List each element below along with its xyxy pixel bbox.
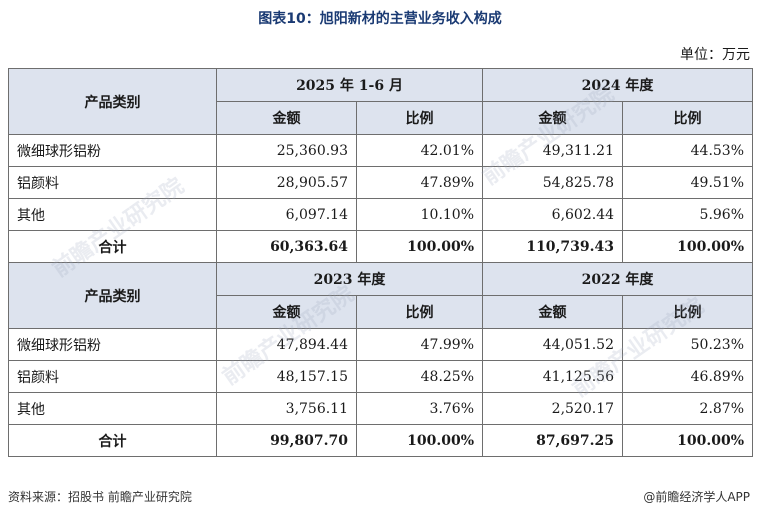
section-1-period-row: 产品类别 2025 年 1-6 月 2024 年度 xyxy=(8,68,754,135)
category-cell: 微细球形铝粉 xyxy=(8,134,217,167)
ratio-cell: 47.99% xyxy=(355,328,484,361)
revenue-table: 产品类别 2025 年 1-6 月 2024 年度 金额 比例 金额 比例 微细… xyxy=(8,68,754,457)
category-header: 产品类别 xyxy=(8,262,217,329)
ratio-cell: 100.00% xyxy=(355,424,484,457)
ratio-cell: 48.25% xyxy=(355,360,484,393)
period-header: 2024 年度 xyxy=(482,68,754,102)
section-2-period-row: 产品类别 2023 年度 2022 年度 xyxy=(8,262,754,329)
amount-cell: 49,311.21 xyxy=(482,134,624,167)
amount-cell: 28,905.57 xyxy=(216,166,357,199)
table-row: 其他 6,097.14 10.10% 6,602.44 5.96% xyxy=(8,198,754,231)
total-label: 合计 xyxy=(8,230,217,263)
ratio-header: 比例 xyxy=(355,295,484,329)
ratio-cell: 49.51% xyxy=(622,166,754,199)
section-2-metric-row: 金额 比例 金额 比例 xyxy=(9,295,754,329)
ratio-cell: 5.96% xyxy=(622,198,754,231)
credit-note: @前瞻经济学人APP xyxy=(643,490,750,504)
ratio-header: 比例 xyxy=(622,101,754,135)
amount-cell: 99,807.70 xyxy=(216,424,357,457)
ratio-cell: 100.00% xyxy=(622,230,754,263)
total-row: 合计 99,807.70 100.00% 87,697.25 100.00% xyxy=(8,424,754,457)
figure-title: 图表10：旭阳新材的主营业务收入构成 xyxy=(258,11,502,27)
amount-cell: 3,756.11 xyxy=(216,392,357,425)
amount-cell: 48,157.15 xyxy=(216,360,357,393)
category-cell: 铝颜料 xyxy=(8,360,217,393)
amount-header: 金额 xyxy=(216,295,357,329)
ratio-header: 比例 xyxy=(355,101,484,135)
ratio-cell: 50.23% xyxy=(622,328,754,361)
amount-cell: 44,051.52 xyxy=(482,328,624,361)
total-row: 合计 60,363.64 100.00% 110,739.43 100.00% xyxy=(8,230,754,263)
amount-cell: 6,097.14 xyxy=(216,198,357,231)
amount-header: 金额 xyxy=(482,101,624,135)
source-note: 资料来源：招股书 前瞻产业研究院 xyxy=(8,490,192,504)
amount-cell: 47,894.44 xyxy=(216,328,357,361)
ratio-cell: 2.87% xyxy=(622,392,754,425)
ratio-cell: 100.00% xyxy=(622,424,754,457)
category-cell: 微细球形铝粉 xyxy=(8,328,217,361)
amount-cell: 2,520.17 xyxy=(482,392,624,425)
table-row: 铝颜料 28,905.57 47.89% 54,825.78 49.51% xyxy=(8,166,754,199)
table-row: 微细球形铝粉 25,360.93 42.01% 49,311.21 44.53% xyxy=(8,134,754,167)
amount-cell: 54,825.78 xyxy=(482,166,624,199)
ratio-cell: 100.00% xyxy=(355,230,484,263)
ratio-cell: 47.89% xyxy=(355,166,484,199)
category-cell: 其他 xyxy=(8,198,217,231)
ratio-header: 比例 xyxy=(622,295,754,329)
amount-cell: 60,363.64 xyxy=(216,230,357,263)
amount-header: 金额 xyxy=(482,295,624,329)
period-header: 2022 年度 xyxy=(482,262,754,296)
amount-header: 金额 xyxy=(216,101,357,135)
ratio-cell: 44.53% xyxy=(622,134,754,167)
amount-cell: 25,360.93 xyxy=(216,134,357,167)
amount-cell: 6,602.44 xyxy=(482,198,624,231)
amount-cell: 41,125.56 xyxy=(482,360,624,393)
table-row: 铝颜料 48,157.15 48.25% 41,125.56 46.89% xyxy=(8,360,754,393)
ratio-cell: 10.10% xyxy=(355,198,484,231)
ratio-cell: 3.76% xyxy=(355,392,484,425)
period-header: 2023 年度 xyxy=(215,262,484,296)
category-header: 产品类别 xyxy=(8,68,217,135)
ratio-cell: 46.89% xyxy=(622,360,754,393)
period-header: 2025 年 1-6 月 xyxy=(215,68,484,102)
table-row: 其他 3,756.11 3.76% 2,520.17 2.87% xyxy=(8,392,754,425)
category-cell: 铝颜料 xyxy=(8,166,217,199)
section-1-metric-row: 金额 比例 金额 比例 xyxy=(9,101,754,135)
category-cell: 其他 xyxy=(8,392,217,425)
amount-cell: 87,697.25 xyxy=(482,424,624,457)
total-label: 合计 xyxy=(8,424,217,457)
unit-label: 单位：万元 xyxy=(680,47,750,63)
amount-cell: 110,739.43 xyxy=(482,230,624,263)
table-row: 微细球形铝粉 47,894.44 47.99% 44,051.52 50.23% xyxy=(8,328,754,361)
ratio-cell: 42.01% xyxy=(355,134,484,167)
